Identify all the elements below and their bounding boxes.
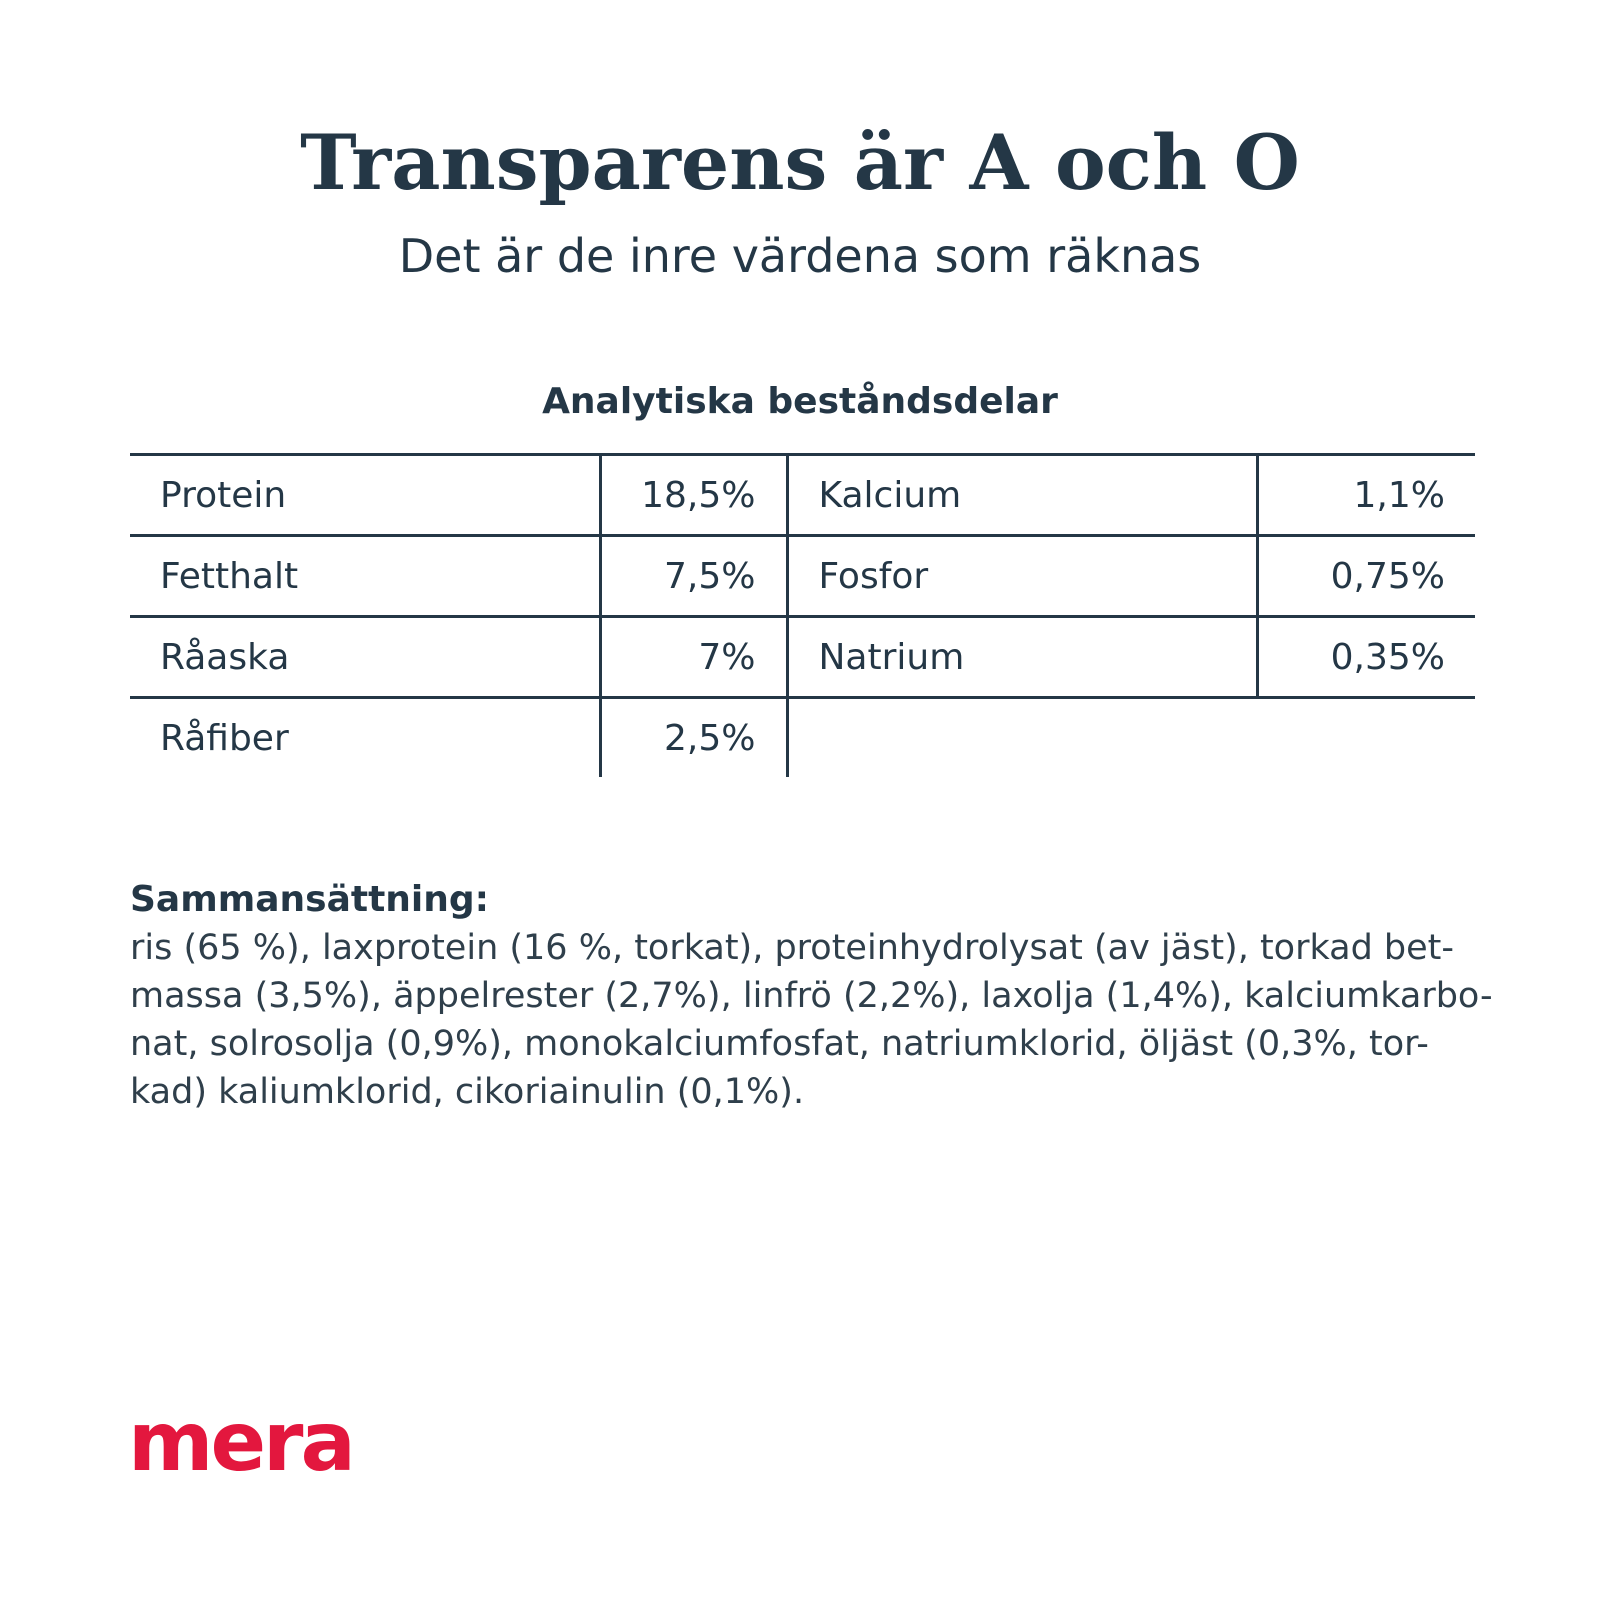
nutrient-value: 2,5% (600, 697, 789, 777)
table-row: Råfiber 2,5% (130, 697, 1475, 778)
analytics-heading: Analytiska beståndsdelar (542, 381, 1058, 422)
nutrient-name: Fetthalt (130, 535, 602, 618)
composition-line: nat, solrosolja (0,9%), monokalciumfosfa… (130, 1024, 1429, 1064)
nutrient-name: Kalcium (787, 453, 1259, 537)
table-row: Råaska 7% Natrium 0,35% (130, 616, 1475, 699)
composition-line: kad) kaliumklorid, cikoriainulin (0,1%). (130, 1072, 805, 1112)
nutrient-name: Natrium (787, 616, 1259, 699)
nutrient-value: 0,35% (1257, 616, 1475, 699)
nutrient-value: 7% (600, 616, 789, 699)
nutrient-name: Fosfor (787, 535, 1259, 618)
nutrient-value: 1,1% (1257, 453, 1475, 537)
analytics-table: Protein 18,5% Kalcium 1,1% Fetthalt 7,5%… (130, 453, 1475, 777)
composition-line: ris (65 %), laxprotein (16 %, torkat), p… (130, 928, 1455, 968)
composition-text: ris (65 %), laxprotein (16 %, torkat), p… (130, 924, 1493, 1116)
nutrient-name (787, 698, 1257, 778)
nutrient-value: 7,5% (600, 535, 789, 618)
nutrient-name: Råfiber (130, 697, 602, 777)
table-row: Fetthalt 7,5% Fosfor 0,75% (130, 535, 1475, 618)
composition-line: massa (3,5%), äppelrester (2,7%), linfrö… (130, 976, 1493, 1016)
page-title: Transparens är A och O (300, 118, 1300, 207)
nutrient-name: Protein (130, 453, 602, 537)
nutrient-value: 0,75% (1257, 535, 1475, 618)
brand-logo: mera (128, 1395, 356, 1490)
nutrient-value: 18,5% (600, 453, 789, 537)
composition-heading: Sammansättning: (130, 879, 490, 920)
page-subtitle: Det är de inre värdena som räknas (398, 229, 1202, 283)
nutrient-name: Råaska (130, 616, 602, 699)
table-row: Protein 18,5% Kalcium 1,1% (130, 453, 1475, 537)
nutrient-value (1257, 698, 1475, 778)
